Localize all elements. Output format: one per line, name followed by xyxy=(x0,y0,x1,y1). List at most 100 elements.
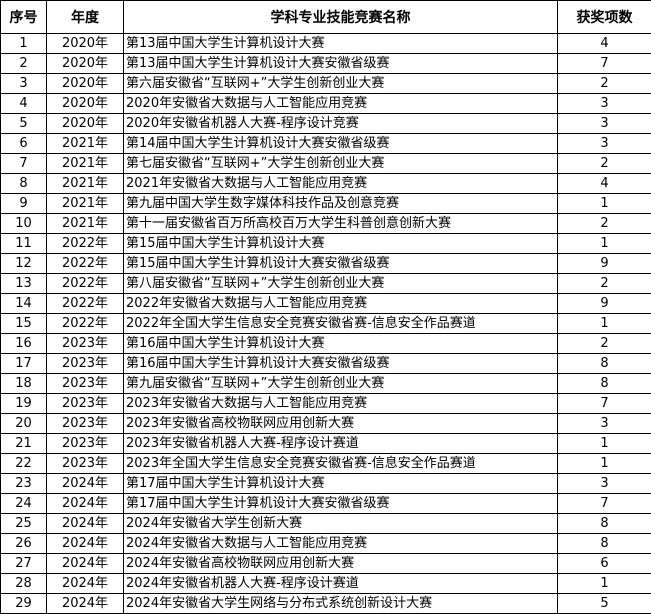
row-competition-name: 第十一届安徽省百万所高校百万大学生科普创意创新大赛 xyxy=(123,213,558,234)
row-index: 23 xyxy=(0,473,47,494)
row-competition-name: 第17届中国大学生计算机设计大赛安徽省级赛 xyxy=(123,493,558,514)
row-award-count: 2 xyxy=(557,273,651,294)
table-row: 2 2020年 第13届中国大学生计算机设计大赛安徽省级赛 7 xyxy=(0,53,651,74)
row-award-count: 1 xyxy=(557,233,651,254)
row-year: 2023年 xyxy=(46,393,124,414)
row-year: 2024年 xyxy=(46,533,124,554)
row-competition-name: 第14届中国大学生计算机设计大赛安徽省级赛 xyxy=(123,133,558,154)
header-award-count: 获奖项数 xyxy=(557,0,651,34)
table-row: 6 2021年 第14届中国大学生计算机设计大赛安徽省级赛 3 xyxy=(0,133,651,154)
table-row: 14 2022年 2022年安徽省大数据与人工智能应用竞赛 9 xyxy=(0,293,651,314)
row-year: 2020年 xyxy=(46,53,124,74)
row-year: 2022年 xyxy=(46,233,124,254)
row-year: 2020年 xyxy=(46,73,124,94)
row-award-count: 1 xyxy=(557,433,651,454)
row-year: 2020年 xyxy=(46,93,124,114)
row-award-count: 2 xyxy=(557,153,651,174)
row-competition-name: 第16届中国大学生计算机设计大赛 xyxy=(123,333,558,354)
row-year: 2022年 xyxy=(46,293,124,314)
row-award-count: 2 xyxy=(557,73,651,94)
table-row: 26 2024年 2024年安徽省大数据与人工智能应用竞赛 8 xyxy=(0,533,651,554)
row-index: 25 xyxy=(0,513,47,534)
row-award-count: 1 xyxy=(557,573,651,594)
row-award-count: 3 xyxy=(557,133,651,154)
row-award-count: 8 xyxy=(557,513,651,534)
row-competition-name: 2024年安徽省高校物联网应用创新大赛 xyxy=(123,553,558,574)
row-index: 28 xyxy=(0,573,47,594)
row-competition-name: 2024年安徽省大数据与人工智能应用竞赛 xyxy=(123,533,558,554)
table-row: 9 2021年 第九届中国大学生数字媒体科技作品及创意竞赛 1 xyxy=(0,193,651,214)
row-competition-name: 第13届中国大学生计算机设计大赛安徽省级赛 xyxy=(123,53,558,74)
row-index: 18 xyxy=(0,373,47,394)
row-index: 17 xyxy=(0,353,47,374)
row-award-count: 1 xyxy=(557,313,651,334)
table-row: 8 2021年 2021年安徽省大数据与人工智能应用竞赛 4 xyxy=(0,173,651,194)
header-competition-name: 学科专业技能竞赛名称 xyxy=(123,0,558,34)
row-competition-name: 第13届中国大学生计算机设计大赛 xyxy=(123,33,558,54)
table-row: 11 2022年 第15届中国大学生计算机设计大赛 1 xyxy=(0,233,651,254)
row-index: 29 xyxy=(0,593,47,614)
row-award-count: 1 xyxy=(557,193,651,214)
row-award-count: 7 xyxy=(557,53,651,74)
row-award-count: 9 xyxy=(557,253,651,274)
row-index: 13 xyxy=(0,273,47,294)
row-award-count: 3 xyxy=(557,473,651,494)
row-year: 2024年 xyxy=(46,493,124,514)
row-index: 14 xyxy=(0,293,47,314)
table-row: 15 2022年 2022年全国大学生信息安全竞赛安徽省赛-信息安全作品赛道 1 xyxy=(0,313,651,334)
row-index: 2 xyxy=(0,53,47,74)
row-year: 2024年 xyxy=(46,553,124,574)
row-award-count: 1 xyxy=(557,453,651,474)
table-row: 25 2024年 2024年安徽省大学生创新大赛 8 xyxy=(0,513,651,534)
row-year: 2021年 xyxy=(46,193,124,214)
row-competition-name: 2022年全国大学生信息安全竞赛安徽省赛-信息安全作品赛道 xyxy=(123,313,558,334)
row-index: 7 xyxy=(0,153,47,174)
table-row: 28 2024年 2024年安徽省机器人大赛-程序设计赛道 1 xyxy=(0,573,651,594)
row-competition-name: 2020年安徽省大数据与人工智能应用竞赛 xyxy=(123,93,558,114)
row-index: 5 xyxy=(0,113,47,134)
row-index: 6 xyxy=(0,133,47,154)
row-competition-name: 2023年全国大学生信息安全竞赛安徽省赛-信息安全作品赛道 xyxy=(123,453,558,474)
row-index: 26 xyxy=(0,533,47,554)
row-competition-name: 2022年安徽省大数据与人工智能应用竞赛 xyxy=(123,293,558,314)
row-competition-name: 2020年安徽省机器人大赛-程序设计竞赛 xyxy=(123,113,558,134)
row-award-count: 4 xyxy=(557,173,651,194)
table-row: 3 2020年 第六届安徽省“互联网+”大学生创新创业大赛 2 xyxy=(0,73,651,94)
row-year: 2023年 xyxy=(46,453,124,474)
header-index: 序号 xyxy=(0,0,47,34)
row-year: 2020年 xyxy=(46,33,124,54)
row-competition-name: 2023年安徽省机器人大赛-程序设计赛道 xyxy=(123,433,558,454)
table-row: 18 2023年 第九届安徽省“互联网+”大学生创新创业大赛 8 xyxy=(0,373,651,394)
row-index: 16 xyxy=(0,333,47,354)
table-row: 1 2020年 第13届中国大学生计算机设计大赛 4 xyxy=(0,33,651,54)
table-row: 5 2020年 2020年安徽省机器人大赛-程序设计竞赛 3 xyxy=(0,113,651,134)
row-competition-name: 第九届中国大学生数字媒体科技作品及创意竞赛 xyxy=(123,193,558,214)
row-year: 2022年 xyxy=(46,313,124,334)
row-year: 2021年 xyxy=(46,153,124,174)
table-row: 12 2022年 第15届中国大学生计算机设计大赛安徽省级赛 9 xyxy=(0,253,651,274)
row-year: 2024年 xyxy=(46,473,124,494)
row-competition-name: 第16届中国大学生计算机设计大赛安徽省级赛 xyxy=(123,353,558,374)
row-index: 9 xyxy=(0,193,47,214)
header-year: 年度 xyxy=(46,0,124,34)
row-index: 27 xyxy=(0,553,47,574)
row-year: 2020年 xyxy=(46,113,124,134)
row-year: 2023年 xyxy=(46,413,124,434)
row-year: 2021年 xyxy=(46,173,124,194)
row-competition-name: 第八届安徽省“互联网+”大学生创新创业大赛 xyxy=(123,273,558,294)
table-row: 29 2024年 2024年安徽省大学生网络与分布式系统创新设计大赛 5 xyxy=(0,593,651,614)
row-year: 2023年 xyxy=(46,433,124,454)
row-award-count: 8 xyxy=(557,533,651,554)
table-row: 10 2021年 第十一届安徽省百万所高校百万大学生科普创意创新大赛 2 xyxy=(0,213,651,234)
row-competition-name: 2024年安徽省机器人大赛-程序设计赛道 xyxy=(123,573,558,594)
row-competition-name: 第15届中国大学生计算机设计大赛安徽省级赛 xyxy=(123,253,558,274)
row-competition-name: 2024年安徽省大学生网络与分布式系统创新设计大赛 xyxy=(123,593,558,614)
row-award-count: 8 xyxy=(557,353,651,374)
table-row: 13 2022年 第八届安徽省“互联网+”大学生创新创业大赛 2 xyxy=(0,273,651,294)
row-award-count: 3 xyxy=(557,93,651,114)
row-competition-name: 2021年安徽省大数据与人工智能应用竞赛 xyxy=(123,173,558,194)
row-year: 2022年 xyxy=(46,253,124,274)
row-award-count: 3 xyxy=(557,113,651,134)
row-index: 21 xyxy=(0,433,47,454)
